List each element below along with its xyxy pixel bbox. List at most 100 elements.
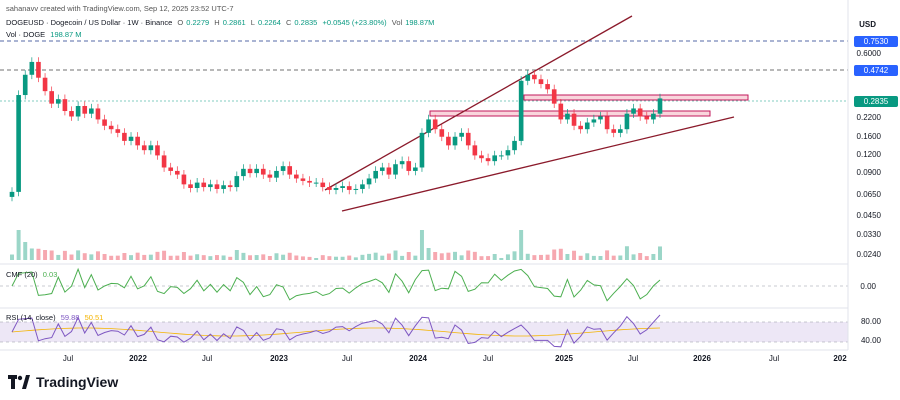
close-label: C (285, 18, 292, 27)
volume-bar (261, 254, 266, 260)
volume-bar (142, 254, 147, 260)
price-axis-label: 0.1600 (856, 132, 881, 141)
low-label: L (250, 18, 255, 27)
volume-bar (453, 251, 458, 260)
candle (247, 168, 253, 174)
volume-bar (201, 255, 206, 260)
volume-bar (658, 246, 662, 260)
volume-bar (10, 254, 14, 260)
volume-bar (36, 248, 41, 260)
upper-trendline (324, 15, 633, 191)
volume-bar (386, 253, 391, 260)
candle (472, 145, 478, 156)
volume-bar (479, 256, 484, 260)
candle (479, 155, 484, 159)
candle (545, 84, 550, 90)
candle (452, 136, 458, 146)
volume-bar (287, 252, 292, 260)
candle (135, 136, 140, 146)
volume-bar (565, 254, 570, 260)
candle (313, 182, 319, 184)
time-axis-label: 2022 (129, 354, 147, 363)
candle (598, 116, 603, 120)
price-axis-label: 0.0900 (856, 168, 881, 177)
time-axis-label: Jul (768, 354, 780, 363)
time-axis-label: Jul (341, 354, 353, 363)
candle (128, 136, 134, 141)
volume-bar (314, 258, 319, 260)
candle (168, 167, 174, 171)
candle (366, 178, 372, 185)
symbol-name[interactable]: DOGEUSD · Dogecoin / US Dollar · 1W · Bi… (6, 18, 173, 27)
currency-label[interactable]: USD (859, 20, 876, 29)
candle (122, 132, 127, 141)
lower-trendline (341, 116, 735, 212)
candle (498, 155, 504, 157)
candle (148, 145, 154, 151)
volume-bar (552, 249, 557, 260)
volume-bar (43, 250, 48, 260)
volume-bar (459, 255, 464, 260)
candle (373, 170, 378, 179)
candle (644, 116, 650, 120)
volume-bar (512, 251, 517, 260)
rsi-label[interactable]: RSI (14, close) (6, 313, 56, 322)
volume-bar (16, 230, 21, 260)
volume-bar (267, 256, 272, 260)
created-by-text: sahanavv created with TradingView.com, S… (6, 4, 234, 13)
tradingview-brand: TradingView (36, 374, 119, 390)
candle (346, 186, 352, 190)
volume-bar (62, 250, 67, 260)
tradingview-logo[interactable]: TradingView (8, 374, 118, 390)
candle (254, 168, 259, 174)
candle (618, 129, 623, 133)
cmf-value: 0.03 (42, 270, 58, 279)
candle (42, 77, 48, 92)
price-axis-label: 0.0240 (856, 250, 881, 259)
candle (406, 161, 412, 171)
candle (181, 174, 187, 185)
candle (201, 182, 207, 188)
candle (82, 105, 88, 114)
volume-bar (360, 254, 365, 260)
cmf-label[interactable]: CMF (20) (6, 270, 38, 279)
candle (525, 74, 531, 81)
candle (294, 174, 299, 179)
volume-bar (102, 254, 107, 260)
candle (280, 166, 286, 171)
volume-bar (214, 255, 219, 260)
candle (485, 158, 491, 162)
volume-bar (605, 250, 610, 260)
volume-bar (109, 255, 114, 260)
cmf-pane (0, 263, 848, 304)
candle (379, 167, 385, 171)
volume-bar (373, 252, 378, 260)
candle (426, 119, 431, 133)
symbol-row: DOGEUSD · Dogecoin / US Dollar · 1W · Bi… (6, 18, 437, 27)
time-axis-label: Jul (482, 354, 494, 363)
vol-value: 198.87M (405, 18, 435, 27)
cmf-legend: CMF (20) 0.03 (6, 270, 60, 279)
candle (69, 111, 74, 117)
candle (604, 116, 610, 130)
volume-legend-label[interactable]: Vol · DOGE (6, 30, 46, 39)
candle (155, 145, 160, 156)
candle (439, 129, 445, 137)
candle (419, 132, 425, 168)
price-pane (0, 15, 848, 260)
candle (611, 129, 617, 133)
candle (55, 99, 61, 104)
volume-bar (129, 255, 134, 260)
candle (327, 187, 332, 190)
volume-bar (393, 250, 398, 260)
volume-legend: Vol · DOGE 198.87 M (6, 30, 85, 39)
volume-bar (175, 255, 180, 260)
candle (9, 191, 15, 197)
volume-series (10, 230, 662, 260)
volume-bar (611, 255, 616, 260)
volume-bar (181, 252, 186, 260)
candle (446, 136, 451, 146)
candle (274, 170, 279, 178)
volume-bar (505, 254, 510, 260)
